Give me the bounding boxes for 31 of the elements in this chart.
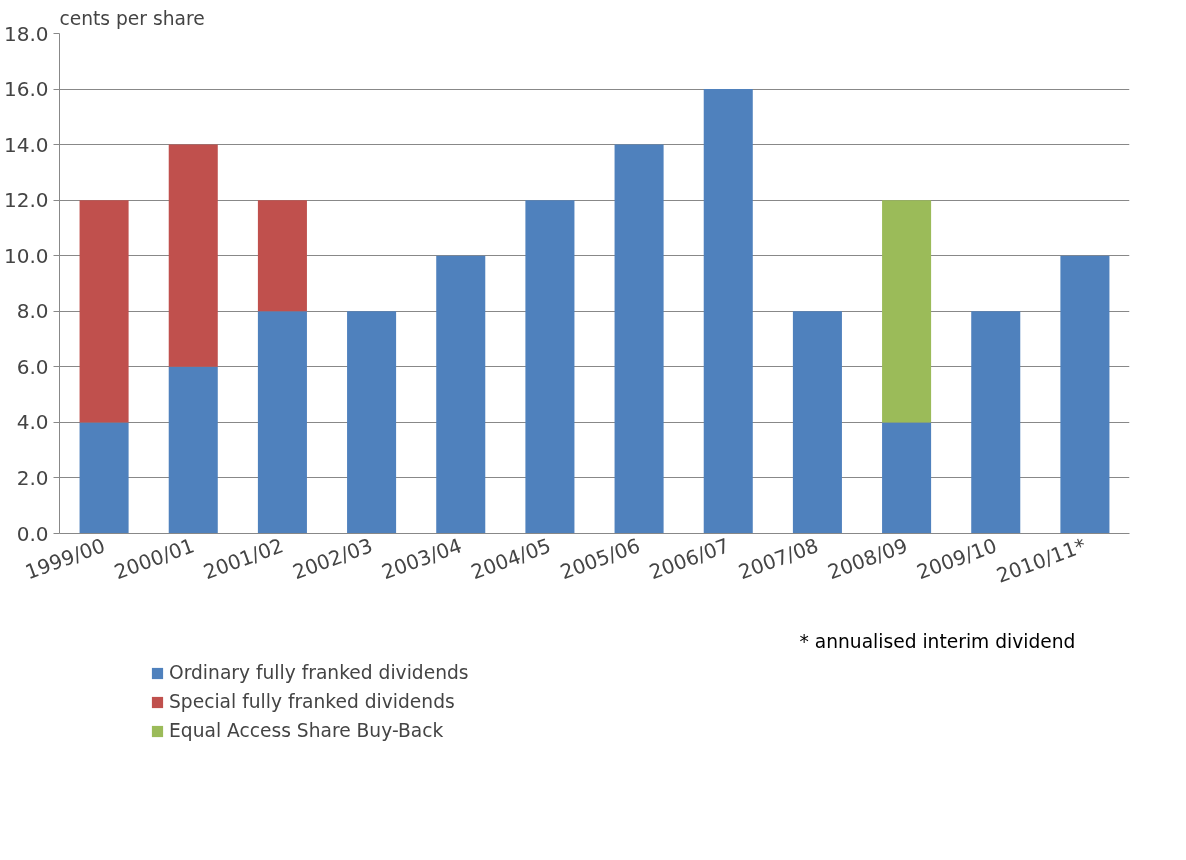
bar — [703, 89, 753, 534]
text: * annualised interim dividend — [799, 630, 1076, 652]
bar — [168, 366, 218, 534]
bar — [882, 200, 932, 423]
bar — [168, 144, 218, 367]
y-tick-label: 2.0 — [16, 465, 49, 490]
bar — [79, 200, 129, 423]
bar — [1060, 255, 1110, 534]
legend-label: Special fully franked dividends — [169, 691, 455, 712]
legend-label: Ordinary fully franked dividends — [169, 662, 469, 683]
y-tick-label: 16.0 — [3, 77, 49, 102]
bar — [614, 144, 664, 534]
bar — [882, 422, 932, 534]
bar — [436, 255, 486, 534]
y-tick-label: 10.0 — [3, 243, 49, 268]
bar — [79, 422, 129, 534]
y-tick-label: 8.0 — [16, 299, 49, 324]
bar — [525, 200, 575, 534]
bar — [257, 311, 307, 534]
bar — [792, 311, 842, 534]
y-tick-label: 4.0 — [16, 410, 49, 435]
bar — [347, 311, 397, 534]
y-tick-label: 0.0 — [16, 521, 49, 546]
y-axis-title: cents per share — [59, 7, 205, 29]
y-tick-label: 6.0 — [16, 354, 49, 379]
y-tick-label: 12.0 — [3, 188, 49, 213]
bar — [971, 311, 1021, 534]
y-tick-label: 18.0 — [3, 21, 49, 46]
legend-label: Equal Access Share Buy-Back — [169, 720, 444, 741]
y-tick-label: 14.0 — [3, 132, 49, 157]
bar — [257, 200, 307, 312]
